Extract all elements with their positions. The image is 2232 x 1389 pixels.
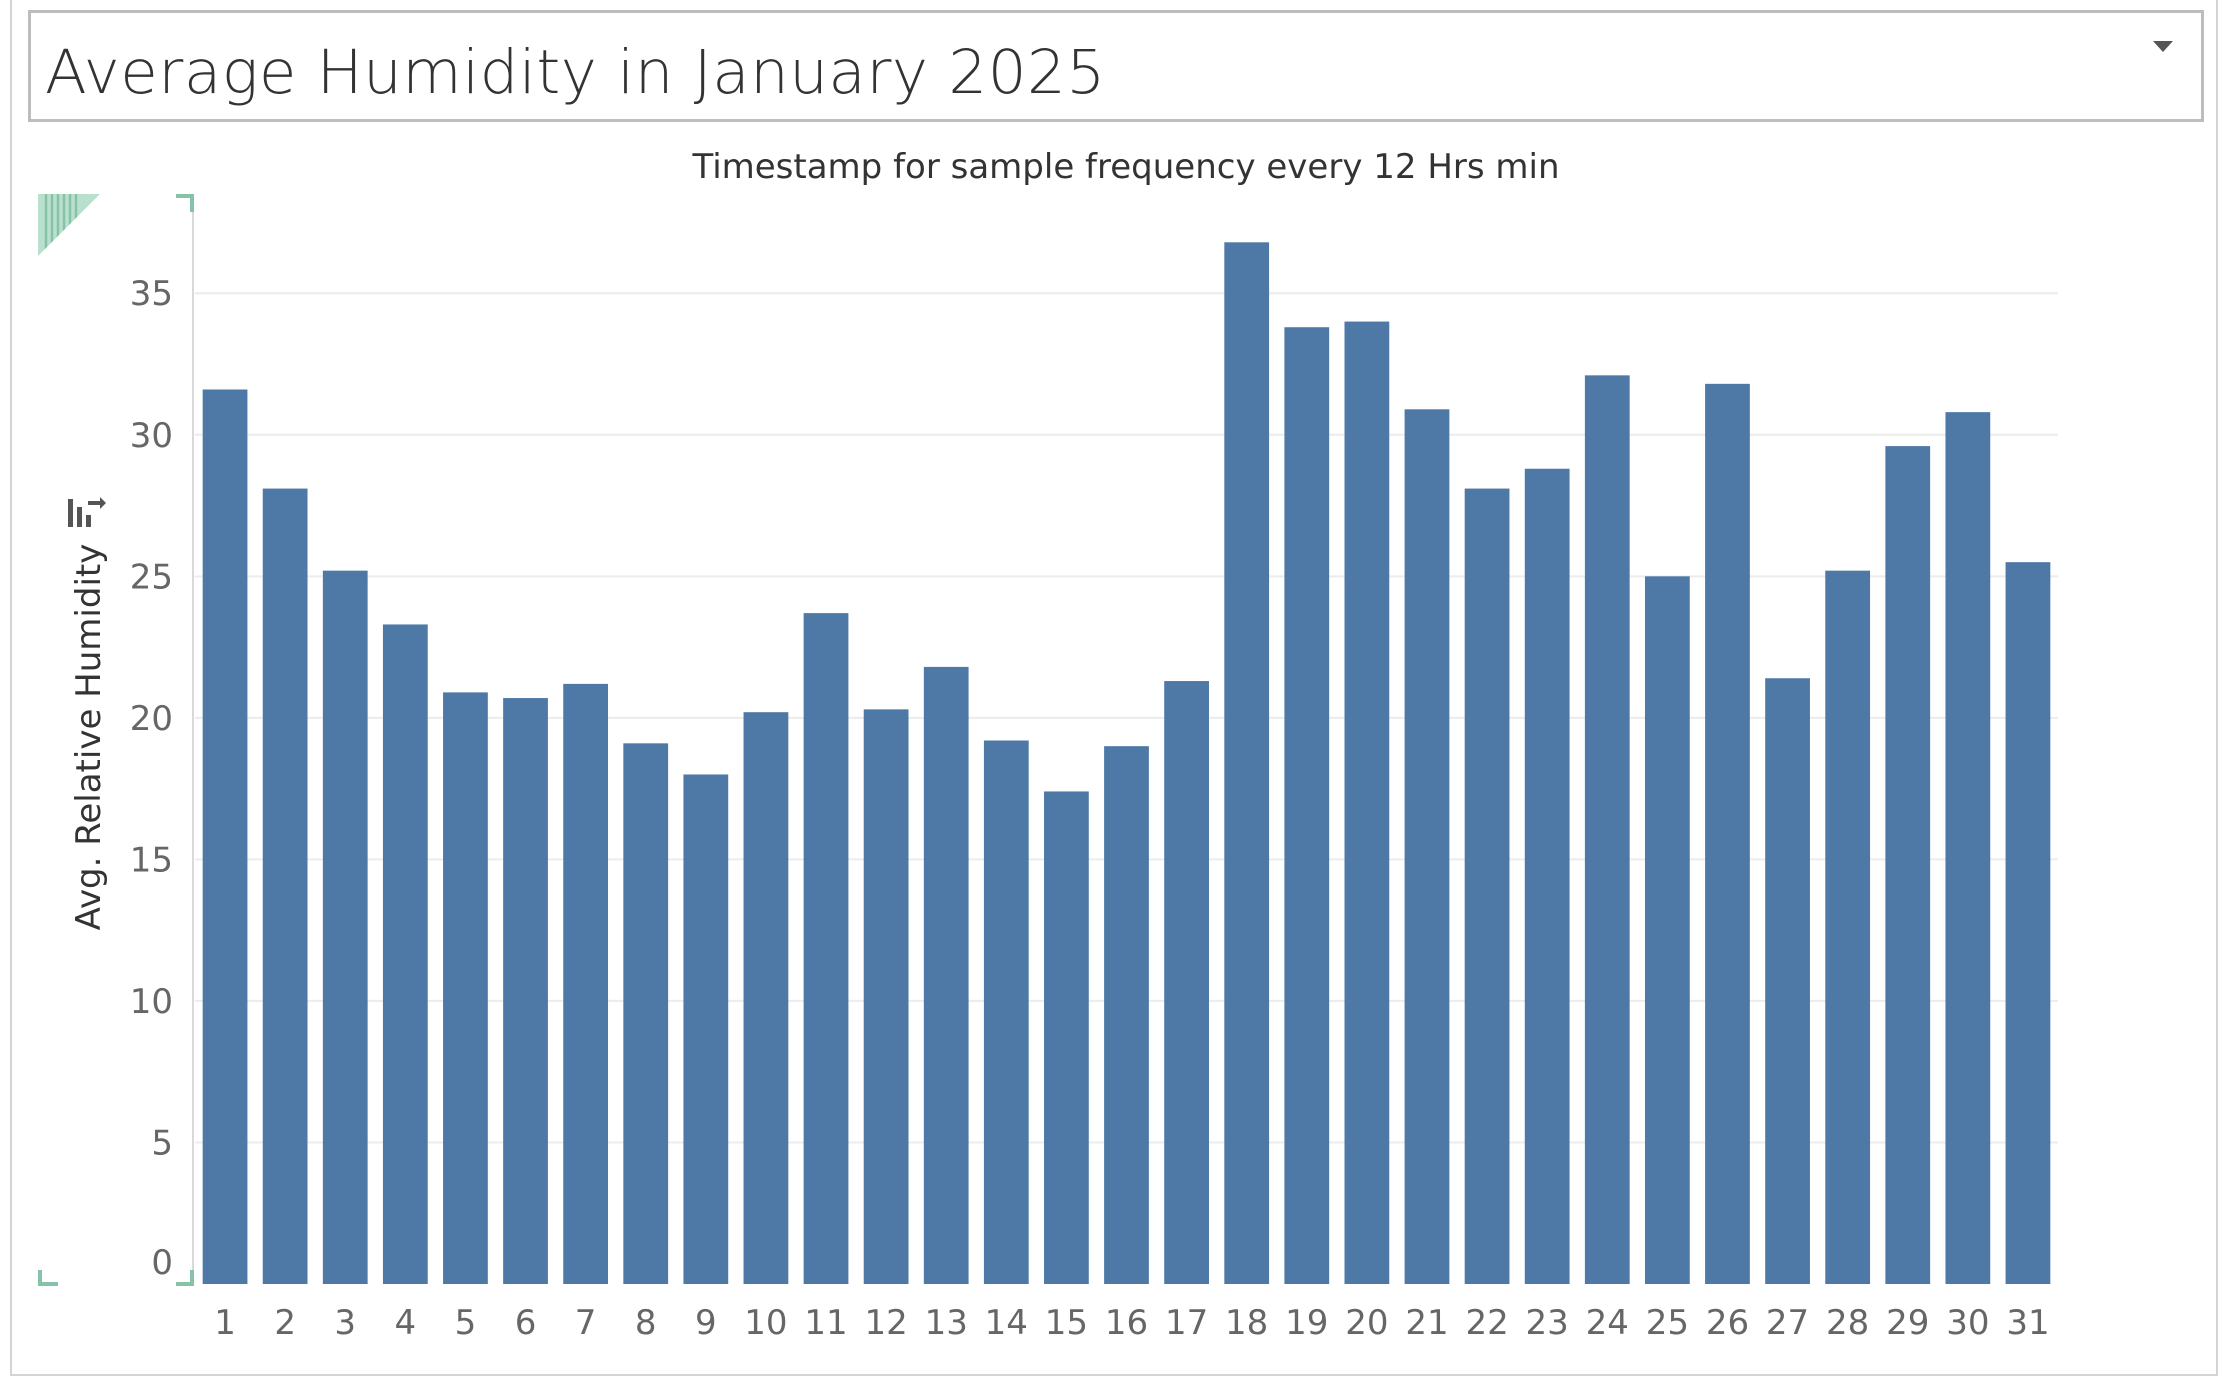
x-tick-label: 31: [2006, 1303, 2049, 1343]
bar[interactable]: [1284, 327, 1330, 1285]
x-tick-label: 23: [1526, 1303, 1569, 1343]
bar[interactable]: [1705, 383, 1750, 1284]
page-title: Average Humidity in January 2025: [45, 37, 1106, 108]
x-tick-labels: 1 2 3 4 5 6 7 8 9 10 11 12 13 14 15 16 17 18 19 20 21 22 23 24 2…: [214, 1303, 2049, 1343]
bar[interactable]: [202, 389, 248, 1284]
corner-bracket: [176, 194, 194, 212]
y-tick-label: 10: [130, 982, 173, 1022]
bar[interactable]: [683, 774, 729, 1284]
x-tick-label: 16: [1105, 1303, 1148, 1343]
bar[interactable]: [382, 624, 428, 1284]
x-tick-label: 13: [925, 1303, 968, 1343]
x-tick-label: 8: [635, 1303, 657, 1343]
selection-corner-icon: [38, 194, 100, 256]
corner-bracket: [38, 1270, 58, 1286]
bar[interactable]: [1524, 468, 1570, 1284]
bar[interactable]: [1104, 746, 1149, 1284]
dropdown-arrow-icon[interactable]: [2153, 41, 2173, 52]
y-tick-label: 25: [130, 557, 173, 597]
x-tick-label: 20: [1345, 1303, 1388, 1343]
x-tick-label: 17: [1165, 1303, 1208, 1343]
x-tick-label: 2: [274, 1303, 296, 1343]
x-tick-label: 5: [455, 1303, 477, 1343]
x-tick-label: 21: [1405, 1303, 1448, 1343]
title-bar: Average Humidity in January 2025: [28, 10, 2204, 122]
bar[interactable]: [1344, 321, 1390, 1284]
bar[interactable]: [743, 712, 789, 1284]
x-tick-label: 30: [1946, 1303, 1989, 1343]
x-tick-label: 15: [1045, 1303, 1088, 1343]
bar[interactable]: [1464, 488, 1510, 1285]
x-tick-label: 10: [744, 1303, 787, 1343]
bar[interactable]: [1404, 409, 1450, 1284]
bar[interactable]: [1885, 446, 1931, 1285]
chart-title: Timestamp for sample frequency every 12 …: [691, 147, 1559, 187]
y-tick-label: 0: [151, 1243, 173, 1283]
x-tick-label: 14: [985, 1303, 1028, 1343]
x-tick-label: 11: [804, 1303, 847, 1343]
x-tick-label: 18: [1225, 1303, 1268, 1343]
bar[interactable]: [983, 740, 1029, 1285]
bar[interactable]: [1044, 791, 1089, 1284]
y-axis-title: Avg. Relative Humidity: [69, 544, 109, 931]
x-tick-label: 3: [334, 1303, 356, 1343]
x-tick-label: 24: [1586, 1303, 1629, 1343]
axis-frame: [38, 194, 194, 1286]
bar[interactable]: [1644, 576, 1690, 1284]
chart-container: [10, 0, 2218, 1376]
y-tick-label: 30: [130, 416, 173, 456]
x-tick-label: 19: [1285, 1303, 1328, 1343]
bar[interactable]: [322, 570, 368, 1284]
bar[interactable]: [563, 683, 609, 1284]
bar[interactable]: [1164, 681, 1209, 1284]
y-tick-label: 15: [130, 840, 173, 880]
y-tick-label: 20: [130, 699, 173, 739]
bar[interactable]: [1825, 570, 1871, 1284]
bar[interactable]: [923, 666, 969, 1284]
x-tick-label: 1: [214, 1303, 236, 1343]
corner-bracket: [176, 1270, 194, 1286]
bar[interactable]: [443, 692, 488, 1284]
bar[interactable]: [803, 613, 849, 1284]
x-tick-label: 28: [1826, 1303, 1869, 1343]
x-tick-label: 25: [1646, 1303, 1689, 1343]
bar[interactable]: [2005, 562, 2051, 1284]
x-tick-label: 12: [864, 1303, 907, 1343]
bar[interactable]: [503, 698, 548, 1284]
x-tick-label: 6: [515, 1303, 537, 1343]
x-tick-label: 7: [575, 1303, 597, 1343]
y-tick-label: 5: [151, 1123, 173, 1163]
x-tick-label: 9: [695, 1303, 717, 1343]
x-tick-label: 29: [1886, 1303, 1929, 1343]
x-tick-label: 26: [1706, 1303, 1749, 1343]
x-tick-label: 27: [1766, 1303, 1809, 1343]
y-tick-label: 35: [130, 274, 173, 314]
bar[interactable]: [623, 743, 669, 1284]
bar[interactable]: [1584, 375, 1630, 1284]
bar[interactable]: [863, 709, 909, 1284]
x-tick-label: 22: [1465, 1303, 1508, 1343]
x-tick-label: 4: [395, 1303, 417, 1343]
bar[interactable]: [1765, 678, 1810, 1284]
y-tick-labels: 0 5 10 15 20 25 30 35: [130, 274, 173, 1283]
bar[interactable]: [1945, 412, 1991, 1285]
sort-descending-icon[interactable]: [66, 493, 106, 533]
bar[interactable]: [262, 488, 308, 1285]
bar[interactable]: [1224, 242, 1270, 1285]
bars: [202, 242, 2051, 1285]
